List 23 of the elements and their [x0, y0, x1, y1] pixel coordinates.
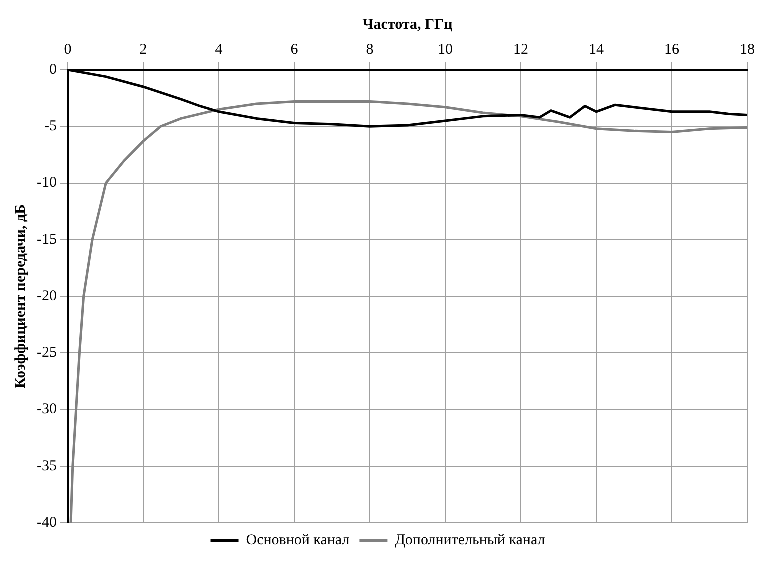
y-tick-label: 0: [49, 62, 57, 78]
y-tick-label: -5: [44, 118, 57, 135]
y-tick-label: -30: [36, 402, 57, 418]
legend-label: Основной канал: [246, 532, 350, 548]
x-tick-label: 18: [740, 42, 755, 58]
y-tick-label: -35: [36, 458, 57, 474]
x-tick-label: 6: [290, 42, 299, 58]
x-axis-title: Частота, ГГц: [362, 16, 454, 33]
y-tick-label: -10: [36, 175, 57, 192]
x-tick-label: 12: [514, 42, 528, 58]
x-tick-label: 2: [140, 42, 148, 58]
y-tick-label: -40: [36, 514, 57, 531]
y-axis-title: Коэффициент передачи, дБ: [12, 204, 29, 389]
y-tick-label: -20: [36, 288, 57, 304]
x-tick-label: 16: [664, 42, 680, 58]
x-tick-label: 8: [366, 42, 374, 58]
x-tick-label: 0: [64, 42, 72, 58]
y-tick-label: -15: [36, 232, 57, 248]
x-tick-label: 10: [438, 42, 453, 58]
legend-label: Дополнительный канал: [395, 532, 546, 548]
y-tick-label: -25: [36, 345, 57, 362]
x-tick-label: 14: [589, 42, 604, 58]
x-tick-label: 4: [215, 42, 224, 58]
